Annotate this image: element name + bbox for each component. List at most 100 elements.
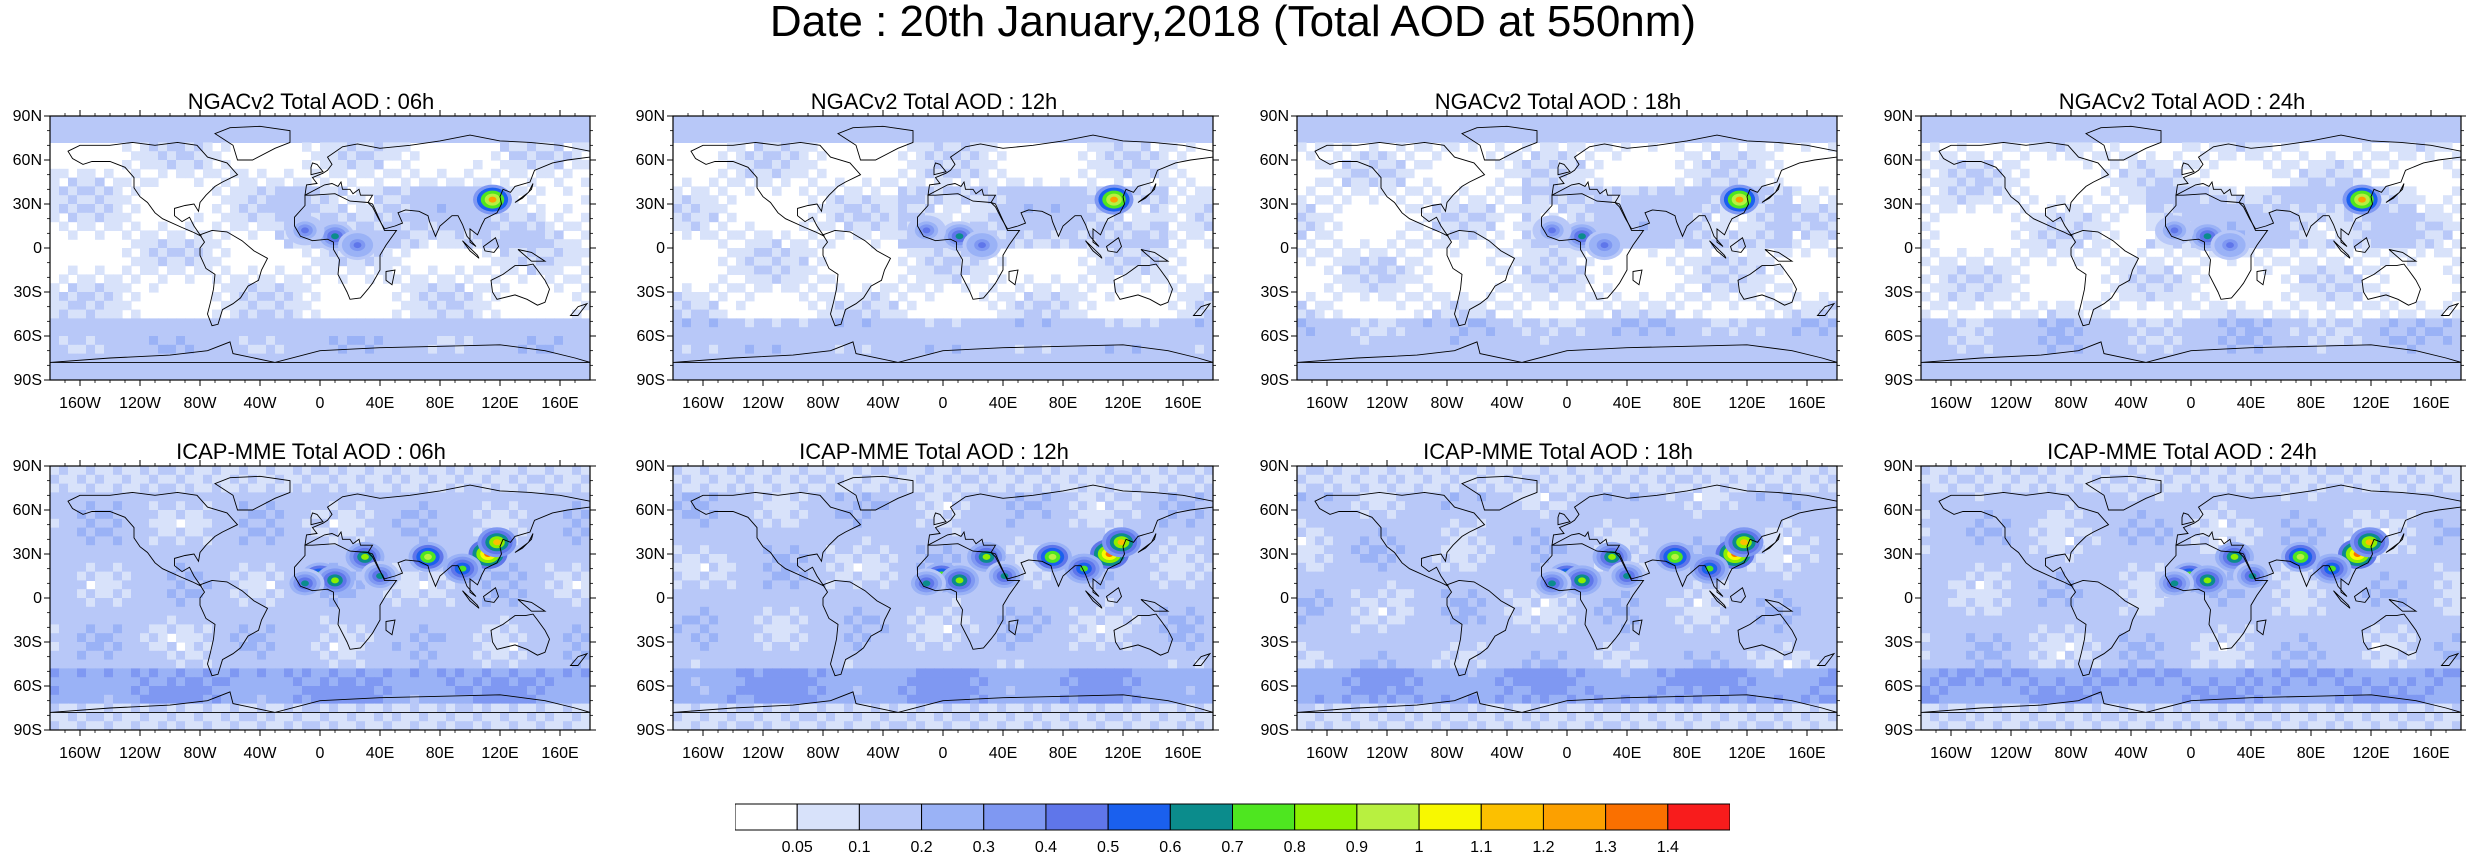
lon-tick-label: 80W xyxy=(807,395,841,412)
lon-tick-label: 40E xyxy=(1613,745,1641,762)
lon-tick-label: 120W xyxy=(119,395,162,412)
coastline xyxy=(1816,652,1836,666)
coastline xyxy=(294,193,398,300)
lon-tick-label: 40E xyxy=(989,745,1017,762)
coastline xyxy=(514,183,534,203)
coastline xyxy=(2256,619,2267,636)
lat-tick-label: 90N xyxy=(1884,458,1913,475)
coastline xyxy=(385,619,396,636)
coastline xyxy=(294,543,398,650)
lon-tick-label: 80E xyxy=(2297,395,2325,412)
lat-tick-label: 60S xyxy=(637,678,665,695)
lon-tick-label: 120E xyxy=(2352,745,2389,762)
colorbar-label: 0.05 xyxy=(782,839,813,854)
lat-tick-label: 90N xyxy=(1260,458,1289,475)
colorbar-label: 0.7 xyxy=(1221,839,1243,854)
lat-tick-label: 60S xyxy=(1261,678,1289,695)
panel-title: NGACv2 Total AOD : 12h xyxy=(810,89,1058,114)
colorbar-label: 0.3 xyxy=(973,839,995,854)
coastline xyxy=(67,141,239,237)
lat-tick-label: 90S xyxy=(637,722,665,739)
coastline xyxy=(2165,543,2269,650)
lon-tick-label: 0 xyxy=(939,745,948,762)
coastline xyxy=(1557,512,1571,526)
coastline xyxy=(1446,579,1516,677)
lon-tick-label: 0 xyxy=(2187,745,2196,762)
coastline xyxy=(1938,491,2110,587)
coastline xyxy=(199,229,269,327)
lon-tick-label: 40E xyxy=(366,745,394,762)
coastline xyxy=(1297,341,1837,363)
lon-tick-label: 80W xyxy=(184,395,218,412)
coastline xyxy=(2440,652,2460,666)
coastline xyxy=(933,162,947,176)
coastline xyxy=(1764,249,1794,262)
lon-tick-label: 120W xyxy=(742,395,785,412)
lon-tick-label: 80W xyxy=(2055,395,2089,412)
coastline xyxy=(1709,590,1727,609)
lat-tick-label: 60S xyxy=(1885,678,1913,695)
colorbar-label: 0.1 xyxy=(848,839,870,854)
lat-tick-label: 30N xyxy=(1884,546,1913,563)
aod-field xyxy=(673,116,1213,380)
lon-tick-label: 0 xyxy=(2187,395,2196,412)
panel-title: NGACv2 Total AOD : 18h xyxy=(1434,89,1682,114)
coastline xyxy=(2070,579,2140,677)
coastline xyxy=(822,579,892,677)
lat-tick-label: 60S xyxy=(1261,328,1289,345)
lat-tick-label: 0 xyxy=(1904,240,1913,257)
lat-tick-label: 30S xyxy=(637,284,665,301)
lon-tick-label: 80E xyxy=(1673,745,1701,762)
lat-tick-label: 60S xyxy=(1885,328,1913,345)
colorbar-label: 0.5 xyxy=(1097,839,1119,854)
coastline xyxy=(837,125,914,161)
lat-tick-label: 30S xyxy=(637,634,665,651)
aod-field xyxy=(1297,116,1837,380)
lon-tick-label: 80E xyxy=(426,395,454,412)
coastline xyxy=(1541,543,1645,650)
coastline xyxy=(2388,249,2418,262)
map-canvas: 90N 60N 30N 0 30S 60S 90S 160W 120W 80W 40W 0 40E 80E… xyxy=(13,108,596,412)
coastline xyxy=(2361,263,2421,306)
lat-tick-label: 0 xyxy=(33,590,42,607)
coastline xyxy=(1557,162,1571,176)
map-panel: NGACv2 Total AOD : 24h 90N 60N 30N 0 30S 60S 90… xyxy=(1876,90,2466,450)
lat-tick-label: 30S xyxy=(1261,284,1289,301)
lon-tick-label: 120W xyxy=(1990,395,2033,412)
colorbar-swatch xyxy=(1169,803,1233,831)
lon-tick-label: 40W xyxy=(1491,745,1525,762)
coastline xyxy=(1192,652,1212,666)
lat-tick-label: 60N xyxy=(636,152,665,169)
coastline xyxy=(1764,599,1794,612)
coastline xyxy=(1008,619,1019,636)
coastline xyxy=(1137,533,1157,553)
lat-tick-label: 60N xyxy=(636,502,665,519)
coastline xyxy=(1551,484,1837,597)
coastline xyxy=(1709,240,1727,259)
lon-tick-label: 120W xyxy=(742,745,785,762)
coastline xyxy=(2165,193,2269,300)
coastline xyxy=(690,141,862,237)
map-canvas: 90N 60N 30N 0 30S 60S 90S 160W 120W 80W 40W 0 40E 80E… xyxy=(1260,458,1843,762)
coastline xyxy=(2085,475,2162,511)
coastline xyxy=(2181,162,2195,176)
lat-tick-label: 90N xyxy=(636,458,665,475)
lon-tick-label: 0 xyxy=(1563,745,1572,762)
colorbar-swatch xyxy=(1480,803,1544,831)
lat-tick-label: 60N xyxy=(1260,502,1289,519)
coastline xyxy=(50,341,590,363)
lat-tick-label: 90S xyxy=(14,722,42,739)
lat-tick-label: 60S xyxy=(14,678,42,695)
colorbar-swatch xyxy=(1107,803,1171,831)
lat-tick-label: 60N xyxy=(13,152,42,169)
lat-tick-label: 90S xyxy=(637,372,665,389)
lat-tick-label: 30S xyxy=(14,634,42,651)
lon-tick-label: 160W xyxy=(682,395,725,412)
lat-tick-label: 0 xyxy=(656,240,665,257)
coastline xyxy=(385,269,396,286)
coastline xyxy=(1729,236,1747,253)
coastline xyxy=(462,240,480,259)
coastline xyxy=(1137,183,1157,203)
lon-tick-label: 120E xyxy=(1104,745,1141,762)
coastline xyxy=(514,533,534,553)
